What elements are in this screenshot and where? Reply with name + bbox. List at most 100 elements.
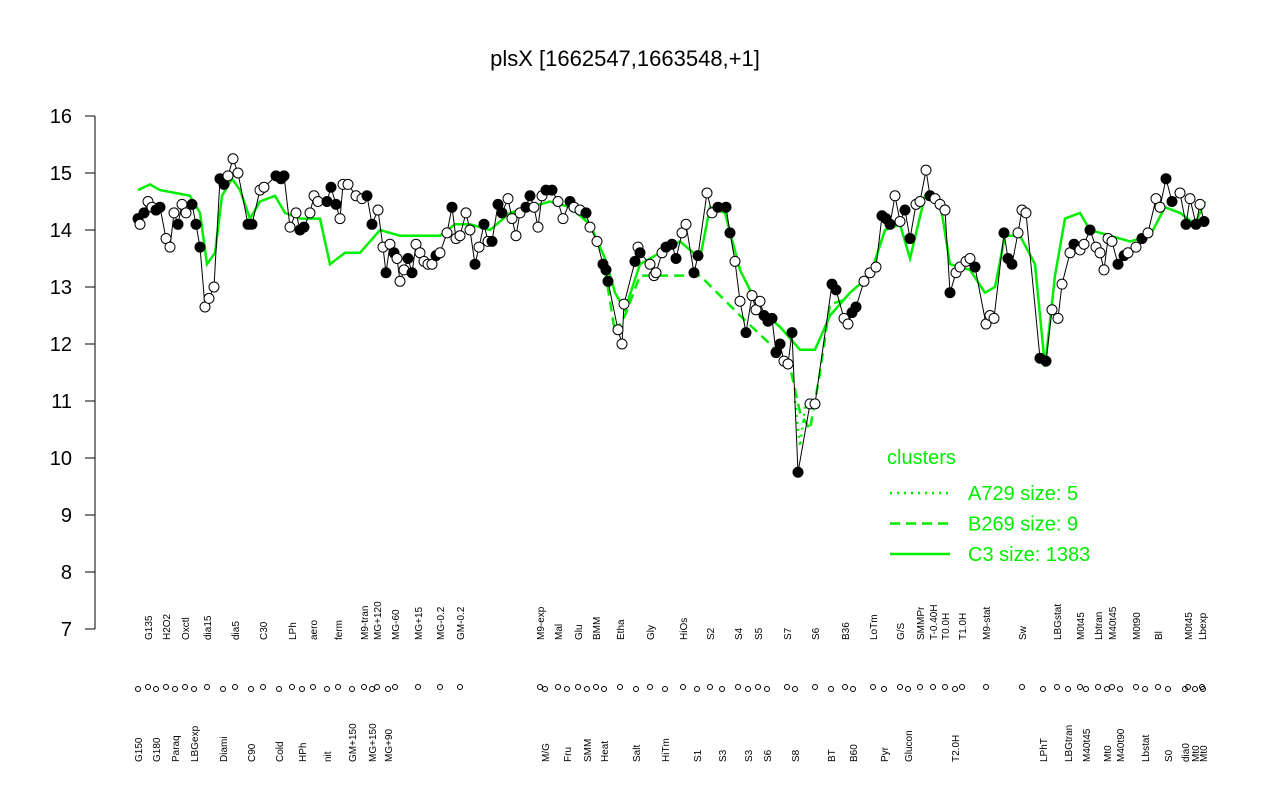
x-rug [437,684,443,690]
x-tick-label: S0 [1164,749,1175,762]
x-rug [542,686,548,692]
data-point [190,218,202,230]
data-point [1084,224,1096,236]
x-tick-label: Etha [616,619,627,640]
data-point [858,275,870,287]
x-tick-label: S2 [706,627,717,640]
data-point [670,253,682,264]
data-point [600,264,612,276]
x-tick-label: HiOs [679,618,690,640]
data-point [1078,238,1090,250]
x-tick-label: LPhT [1039,738,1050,762]
data-point [612,324,624,336]
data-point [914,196,926,207]
x-rug [755,684,761,690]
x-tick-label: Bl [1154,631,1165,640]
data-point [939,204,951,216]
x-rug [850,686,856,692]
x-rug [1054,684,1060,690]
data-point [1194,198,1206,210]
y-tick-label: 13 [50,277,72,299]
x-tick-label: dia15 [203,615,214,640]
data-point [203,292,215,304]
x-tick-label: M9-exp [536,606,547,640]
x-rug [842,684,848,690]
data-point [441,227,453,239]
data-point [434,247,446,259]
x-tick-label: MG-60 [391,609,402,640]
x-rug [163,684,169,690]
x-tick-label: Lbtran [1094,612,1105,640]
data-point [1166,196,1178,207]
x-tick-label: S1 [693,749,704,762]
data-point [372,204,384,216]
x-tick-label: S8 [791,749,802,762]
data-point [478,218,490,230]
data-point [634,247,646,259]
x-rug [289,684,295,690]
x-tick-label: Mt0 [1191,745,1202,762]
x-rug [764,686,770,692]
x-rug [248,686,254,692]
x-tick-label: SMM [583,739,594,762]
data-point [546,184,558,196]
data-point [321,196,333,207]
data-point [842,318,854,330]
x-rug [1095,684,1101,690]
x-tick-label: Lbstat [1141,735,1152,762]
x-rug [959,684,965,690]
x-tick-label: Paraq [171,735,182,762]
x-tick-label: nit [323,751,334,762]
legend-label: A729 size: 5 [968,483,1078,505]
y-tick-label: 12 [50,334,72,356]
cluster-line [793,400,813,447]
legend-label: B269 size: 9 [968,514,1078,536]
x-rug [172,686,178,692]
x-tick-label: Salt [632,745,643,762]
data-point [666,238,678,250]
data-point [870,261,882,273]
data-point [920,164,932,176]
x-rug [633,686,639,692]
x-tick-label: ferm [334,620,345,640]
data-point [380,267,392,279]
data-point [724,227,736,239]
x-rug [220,686,226,692]
data-point [1198,215,1210,227]
data-point [944,287,956,299]
x-rug [680,684,686,690]
data-point [1040,355,1052,367]
data-point [650,267,662,279]
data-point [644,258,656,270]
x-tick-label: Mt0 [1103,745,1114,762]
x-tick-label: SMMPr [916,606,927,640]
x-tick-label: dia0 [1181,743,1192,762]
x-rug [361,684,367,690]
x-rug [349,686,355,692]
data-point [394,275,406,287]
cluster-line [137,176,1207,367]
data-point [629,255,641,267]
y-tick-label: 9 [61,505,72,527]
x-tick-label: T-0.40H [929,604,940,640]
data-point [729,255,741,267]
data-point [524,190,536,202]
data-line [137,157,1205,473]
x-tick-label: M/G [541,743,552,762]
x-rug [135,686,141,692]
data-point [1142,227,1154,239]
x-tick-label: M40t45 [1082,728,1093,762]
data-point [1112,258,1124,270]
x-rug [942,684,948,690]
data-point [688,267,700,279]
data-point [227,153,239,165]
data-point [208,281,220,293]
x-rug [983,684,989,690]
data-point [342,178,354,190]
x-rug [1200,686,1206,692]
data-point [782,358,794,370]
x-tick-label: MG+90 [384,728,395,762]
data-point [692,250,704,262]
x-tick-label: LBGexp [190,725,201,762]
data-point [1046,304,1058,316]
